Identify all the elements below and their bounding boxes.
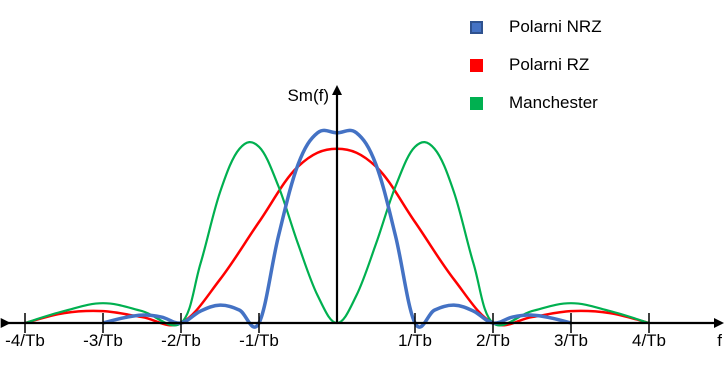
x-tick-label: -1/Tb: [239, 331, 279, 350]
x-axis-label: f: [717, 331, 722, 350]
x-tick-label: -4/Tb: [5, 331, 45, 350]
ticks-layer: -4/Tb -3/Tb -2/Tb -1/Tb 1/Tb 2/Tb 3/Tb 4/Tb: [5, 313, 666, 350]
x-tick-label: 1/Tb: [398, 331, 432, 350]
legend-swatch-manchester: [470, 96, 483, 110]
legend-item-polarni-rz: Polarni RZ: [470, 46, 602, 84]
x-tick-label: -3/Tb: [83, 331, 123, 350]
legend-label-polarni-nrz: Polarni NRZ: [509, 17, 602, 36]
x-tick-label: 2/Tb: [476, 331, 510, 350]
y-axis-label: Sm(f): [287, 86, 329, 105]
legend-item-manchester: Manchester: [470, 84, 602, 122]
legend-label-manchester: Manchester: [509, 93, 598, 112]
legend: Polarni NRZ Polarni RZ Manchester: [470, 8, 602, 122]
legend-item-polarni-nrz: Polarni NRZ: [470, 8, 602, 46]
x-tick-label: -2/Tb: [161, 331, 201, 350]
legend-swatch-polarni-rz: [470, 58, 483, 72]
x-tick-label: 4/Tb: [632, 331, 666, 350]
legend-swatch-polarni-nrz: [470, 20, 483, 34]
axes-layer: [0, 85, 724, 328]
x-tick-label: 3/Tb: [554, 331, 588, 350]
legend-label-polarni-rz: Polarni RZ: [509, 55, 590, 74]
